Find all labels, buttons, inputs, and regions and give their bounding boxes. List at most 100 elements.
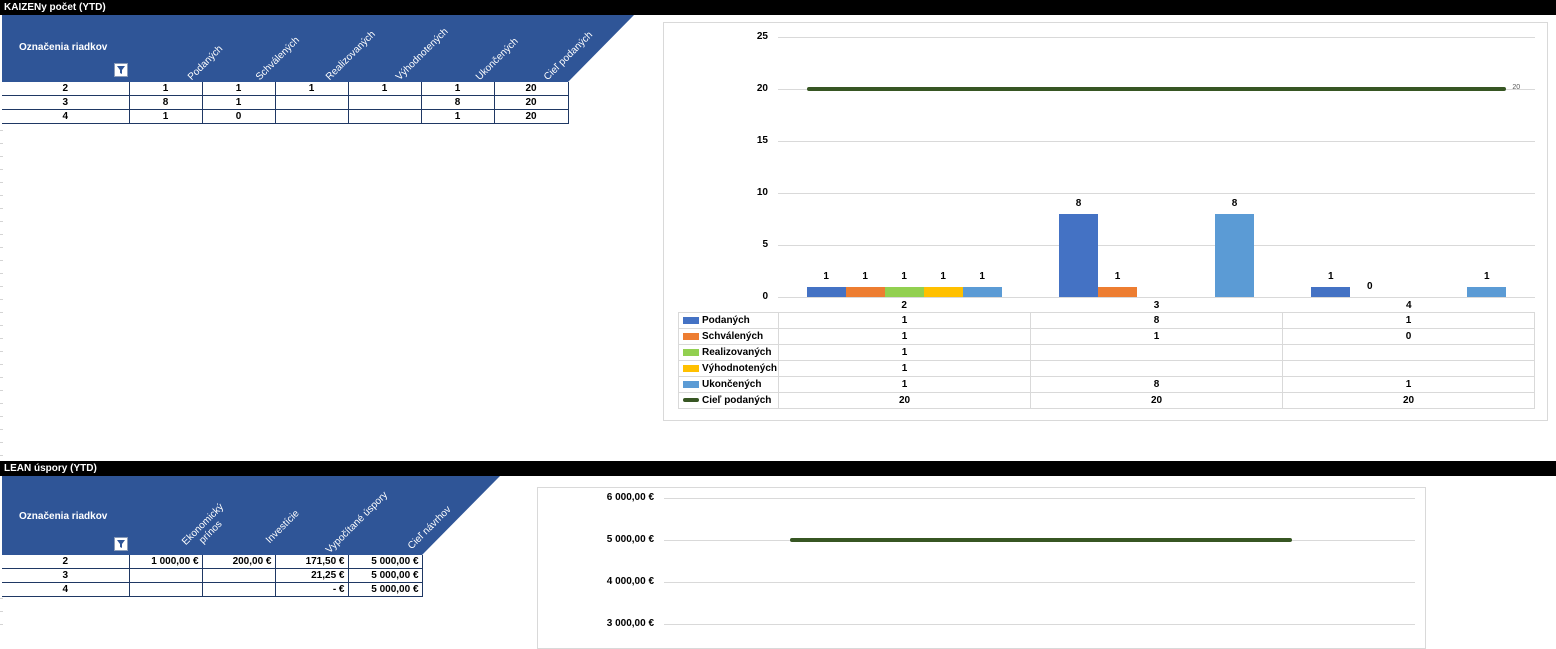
gridline-horizontal [778, 37, 1535, 38]
bar [923, 286, 963, 297]
y-tick-label: 25 [756, 31, 768, 42]
bar [884, 286, 924, 297]
data-table-cell: 8 [1030, 312, 1283, 329]
cell: 8 [421, 95, 495, 110]
table-row[interactable]: 2 1 000,00 € 200,00 € 171,50 € 5 000,00 … [2, 555, 423, 569]
cell: 5 000,00 € [348, 582, 423, 597]
bar [962, 286, 1002, 297]
data-table-row: Ukončených 1 8 1 [678, 376, 1535, 393]
bar [1215, 213, 1254, 297]
gridline [0, 312, 3, 313]
data-table-legend: Podaných [678, 312, 779, 329]
cell: 20 [494, 109, 569, 124]
cell [275, 95, 349, 110]
gridline [0, 416, 3, 417]
filter-icon [117, 66, 125, 74]
cell [202, 568, 276, 583]
gridline [0, 442, 3, 443]
gridline [0, 234, 3, 235]
data-table-cell: 1 [1282, 312, 1535, 329]
lean-filter-button[interactable] [114, 537, 128, 551]
lean-pivot-header: Označenia riadkov Ekonomický prínos Inve… [2, 476, 500, 556]
data-table-cell: 1 [778, 360, 1031, 377]
filter-icon [117, 540, 125, 548]
legend-swatch [683, 380, 699, 388]
legend-label: Podaných [702, 315, 750, 326]
kaizen-header-background [2, 15, 634, 82]
gridline [0, 455, 3, 456]
y-tick-label: 10 [756, 187, 768, 198]
data-label: 1 [901, 270, 907, 282]
cell: 1 [129, 82, 203, 96]
data-table-legend: Schválených [678, 328, 779, 345]
table-row[interactable]: 3 8 1 8 20 [2, 95, 569, 110]
data-table-cell: 20 [1282, 392, 1535, 409]
gridline [0, 325, 3, 326]
data-table-cell: 1 [778, 376, 1031, 393]
gridline [0, 611, 3, 612]
data-label: 8 [1075, 197, 1082, 209]
lean-pivot-table: 2 1 000,00 € 200,00 € 171,50 € 5 000,00 … [2, 555, 423, 597]
legend-swatch [683, 348, 699, 356]
series-line [790, 538, 1292, 542]
cell: 1 [202, 82, 276, 96]
cell: 1 [421, 82, 495, 96]
lean-chart[interactable]: 6 000,00 € 5 000,00 € 4 000,00 € 3 000,00 € [537, 487, 1426, 649]
bar [1098, 286, 1137, 297]
data-label: 1 [940, 270, 946, 282]
gridline [0, 247, 3, 248]
gridline [0, 598, 3, 599]
data-table-cell [1030, 344, 1283, 361]
table-row[interactable]: 2 1 1 1 1 1 20 [2, 82, 569, 96]
legend-label: Realizovaných [702, 347, 772, 358]
cell [129, 582, 203, 597]
x-tick-label: 2 [901, 300, 907, 311]
gridline [0, 260, 3, 261]
gridline [0, 221, 3, 222]
row-label: 4 [2, 109, 130, 124]
x-tick-label: 3 [1153, 300, 1160, 311]
y-tick-label: 6 000,00 € [606, 492, 654, 503]
bar [806, 286, 846, 297]
data-table-row: Cieľ podaných 20 20 20 [678, 392, 1535, 409]
gridline [0, 403, 3, 404]
y-tick-label: 5 [762, 239, 768, 250]
kaizen-filter-button[interactable] [114, 63, 128, 77]
data-table-cell: 1 [1282, 376, 1535, 393]
data-table-cell: 1 [778, 328, 1031, 345]
gridline [0, 195, 3, 196]
data-label: 1 [1328, 270, 1334, 282]
table-row[interactable]: 4 1 0 1 20 [2, 109, 569, 124]
data-label: 0 [1367, 281, 1373, 292]
gridline-horizontal [664, 624, 1415, 625]
gridline [0, 429, 3, 430]
y-tick-label: 0 [762, 291, 768, 302]
kaizen-pivot-header: Označenia riadkov Podaných Schválených R… [2, 15, 634, 83]
y-tick-label: 5 000,00 € [606, 534, 654, 545]
kaizen-chart-data-table: Podaných 1 8 1 Schválených 1 1 0 Realizovaných 1 V… [678, 312, 1535, 409]
data-label: 1 [1114, 270, 1121, 282]
data-table-row: Podaných 1 8 1 [678, 312, 1535, 329]
gridline [0, 143, 3, 144]
legend-swatch [683, 364, 699, 372]
legend-label: Schválených [702, 331, 764, 342]
kaizen-row-label-header: Označenia riadkov [19, 42, 108, 53]
gridline-horizontal [778, 245, 1535, 246]
y-tick-label: 4 000,00 € [606, 576, 654, 587]
gridline [0, 338, 3, 339]
cell: 200,00 € [202, 555, 276, 569]
kaizen-chart[interactable]: 0 5 10 15 20 25 1 1 1 1 1 2 8 1 8 3 1 0 1 4 20 Podaných 1 8 1 Sc… [663, 22, 1548, 421]
table-row[interactable]: 3 21,25 € 5 000,00 € [2, 568, 423, 583]
cell: 1 [421, 109, 495, 124]
gridline-horizontal [778, 193, 1535, 194]
row-label: 3 [2, 95, 130, 110]
lean-section-title: LEAN úspory (YTD) [0, 461, 1556, 476]
data-table-cell: 20 [1030, 392, 1283, 409]
table-row[interactable]: 4 - € 5 000,00 € [2, 582, 423, 597]
row-label: 4 [2, 582, 130, 597]
cell: 21,25 € [275, 568, 349, 583]
data-label: 1 [979, 270, 985, 282]
gridline [0, 390, 3, 391]
gridline [0, 351, 3, 352]
line-end-label: 20 [1512, 84, 1521, 91]
